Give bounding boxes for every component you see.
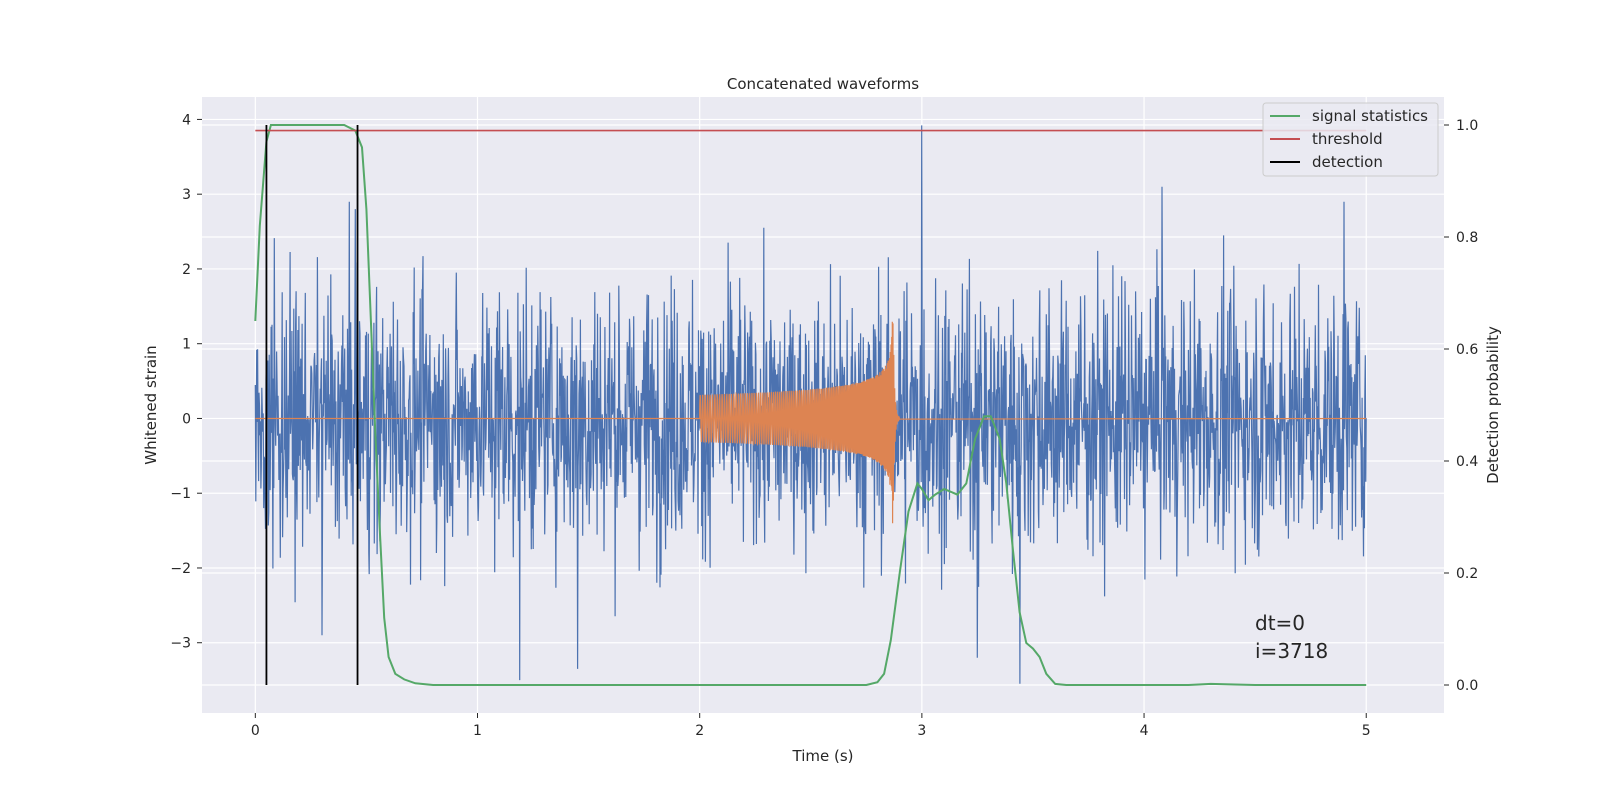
y-right-tick-label: 0.8 <box>1456 230 1478 246</box>
chart-title: Concatenated waveforms <box>727 75 919 93</box>
y-left-tick-label: 2 <box>182 262 191 278</box>
y-left-tick-label: 3 <box>182 187 191 203</box>
x-tick-label: 0 <box>251 723 260 739</box>
x-tick-label: 2 <box>695 723 704 739</box>
legend-label-detection: detection <box>1312 153 1383 171</box>
x-tick-label: 5 <box>1362 723 1371 739</box>
legend-label-threshold: threshold <box>1312 130 1383 148</box>
y-left-tick-label: −3 <box>170 636 191 652</box>
y-left-tick-label: 0 <box>182 411 191 427</box>
legend-box <box>1262 102 1439 177</box>
x-tick-label: 3 <box>917 723 926 739</box>
annotation-dt: dt=0 <box>1255 611 1305 635</box>
y-left-tick-label: −2 <box>170 561 191 577</box>
x-tick-label: 1 <box>473 723 482 739</box>
y-right-tick-label: 0.0 <box>1456 678 1478 694</box>
y-left-tick-label: −1 <box>170 486 191 502</box>
signal-statistics-line <box>254 124 1367 686</box>
plot-layer <box>254 124 1367 686</box>
annotation-block: dt=0 i=3718 <box>1255 611 1328 663</box>
y-right-tick-label: 0.6 <box>1456 342 1478 358</box>
y-right-tick-label: 0.4 <box>1456 454 1478 470</box>
y-left-tick-label: 4 <box>182 112 191 128</box>
legend: signal statistics threshold detection <box>1262 102 1439 177</box>
y-left-tick-label: 1 <box>182 337 191 353</box>
y-right-tick-label: 0.2 <box>1456 566 1478 582</box>
axes-ticks: 0 1 2 3 4 5 −3 −2 −1 0 1 2 3 4 0.0 0.2 0.4 0.6 0.8 1.0 <box>170 112 1478 739</box>
annotation-i: i=3718 <box>1255 639 1328 663</box>
y-axis-label-left: Whitened strain <box>142 345 160 464</box>
injection-chirp-line <box>255 321 1367 524</box>
strain-noise-line <box>254 125 1367 684</box>
y-axis-label-right: Detection probability <box>1484 326 1502 484</box>
x-tick-label: 4 <box>1140 723 1149 739</box>
y-right-tick-label: 1.0 <box>1456 118 1478 134</box>
legend-label-signal-statistics: signal statistics <box>1312 107 1428 125</box>
x-axis-label: Time (s) <box>792 747 854 765</box>
